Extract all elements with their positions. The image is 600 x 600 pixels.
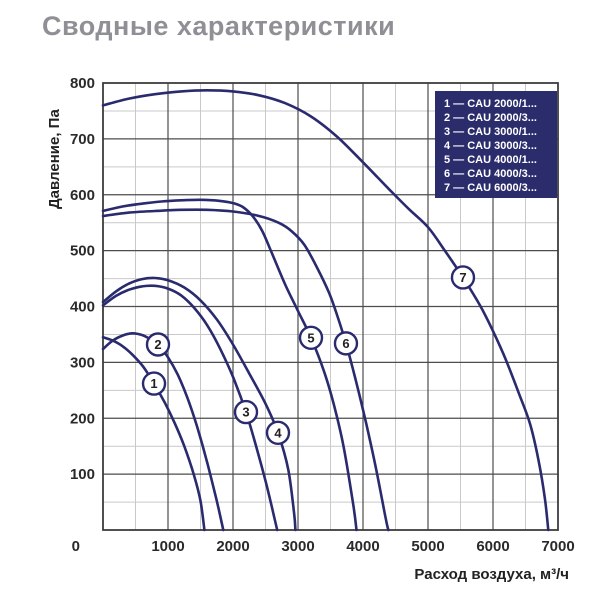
x-tick-label: 2000 [216,538,249,555]
curve-marker-4 [265,420,291,445]
curve-marker-label-4: 4 [274,425,282,440]
curve-marker-6 [333,331,359,356]
x-tick-label: 3000 [281,538,314,555]
curve-marker-7 [450,265,476,290]
curve-marker-3 [233,399,259,425]
legend-item-7: 7 — CAU 6000/3... [444,182,537,194]
y-tick-label: 200 [70,410,95,427]
curve-marker-label-6: 6 [342,336,349,351]
y-tick-label: 100 [70,466,95,483]
curve-7 [101,88,550,532]
curve-marker-2 [145,332,171,357]
curve-marker-label-1: 1 [150,376,157,391]
x-tick-label: 6000 [476,538,509,555]
x-tick-label: 4000 [346,538,379,555]
curve-4 [101,276,297,532]
legend-item-1: 1 — CAU 2000/1... [444,98,537,110]
legend-item-4: 4 — CAU 3000/3... [444,140,537,152]
y-tick-label: 600 [70,187,95,204]
x-tick-label: 5000 [411,538,444,555]
legend-item-6: 6 — CAU 4000/3... [444,168,537,180]
legend-item-2: 2 — CAU 2000/3... [444,112,537,124]
curve-5 [101,198,358,532]
curve-3 [101,284,279,532]
chart-legend: 1 — CAU 2000/1... 2 — CAU 2000/3... 3 — CA… [435,91,557,198]
curve-marker-1 [141,371,167,396]
y-tick-label: 700 [70,131,95,148]
curve-marker-label-7: 7 [459,270,466,285]
y-tick-label: 300 [70,354,95,371]
curve-marker-5 [298,325,324,350]
y-tick-label: 400 [70,299,95,316]
curve-6 [101,208,390,532]
legend-item-5: 5 — CAU 4000/1... [444,154,537,166]
curve-marker-label-2: 2 [154,337,161,352]
page-title: Сводные характеристики [42,11,396,41]
y-tick-label: 500 [70,243,95,260]
x-tick-label: 1000 [151,538,184,555]
curve-1 [101,335,206,532]
origin-tick-label: 0 [72,538,80,555]
x-tick-label: 7000 [541,538,574,555]
x-axis-label: Расход воздуха, м³/ч [414,566,569,583]
y-tick-label: 800 [70,75,95,92]
curve-marker-label-3: 3 [242,405,249,420]
curve-marker-label-5: 5 [307,330,314,345]
legend-item-3: 3 — CAU 3000/1... [444,126,537,138]
